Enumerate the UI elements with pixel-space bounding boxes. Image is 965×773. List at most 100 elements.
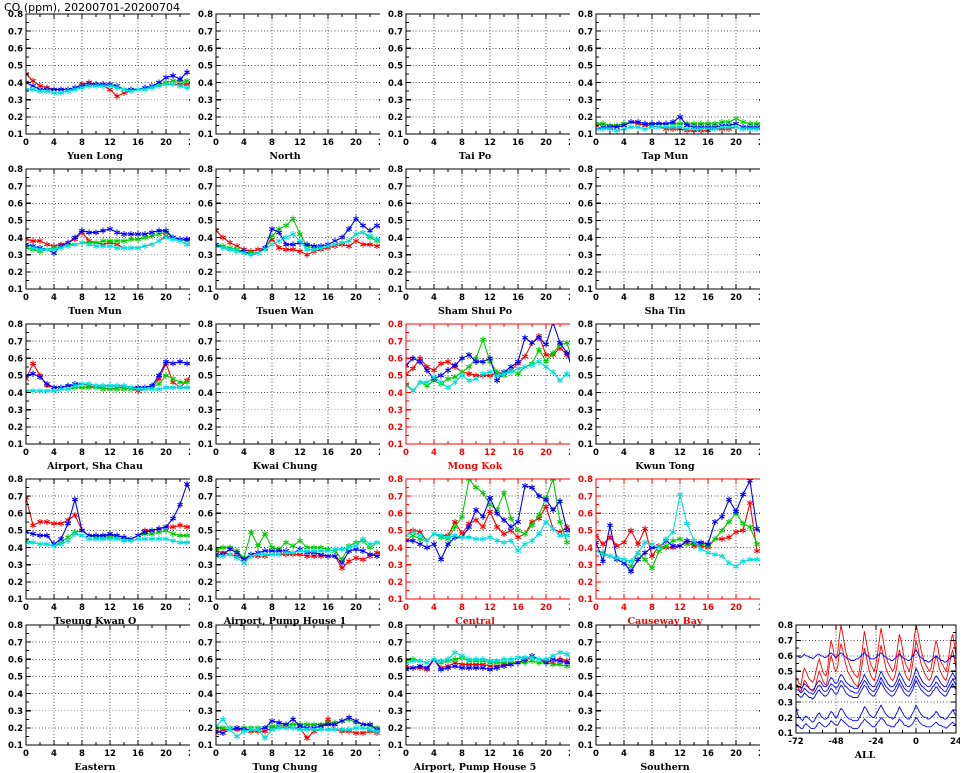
svg-text:0: 0 <box>23 293 29 303</box>
svg-text:0.7: 0.7 <box>8 27 23 37</box>
svg-text:0.7: 0.7 <box>8 182 23 192</box>
panel-title-tung-chung: Tung Chung <box>190 762 380 773</box>
svg-text:0.7: 0.7 <box>198 337 213 347</box>
svg-text:0.1: 0.1 <box>578 595 593 605</box>
svg-text:0.3: 0.3 <box>578 251 593 261</box>
panel-title-southern: Southern <box>570 762 760 773</box>
svg-text:0.7: 0.7 <box>198 182 213 192</box>
svg-text:4: 4 <box>621 293 627 303</box>
svg-text:0.6: 0.6 <box>578 355 593 365</box>
svg-text:0.7: 0.7 <box>8 492 23 502</box>
svg-text:0.6: 0.6 <box>198 200 213 210</box>
svg-text:8: 8 <box>459 138 465 148</box>
plot-panel-tseung-kwan-o: 0.10.20.30.40.50.60.70.804812162024Tseun… <box>0 465 190 620</box>
svg-text:20: 20 <box>540 293 552 303</box>
svg-text:0.3: 0.3 <box>8 406 23 416</box>
plot-panel-tuen-mun: 0.10.20.30.40.50.60.70.804812162024Tuen … <box>0 155 190 310</box>
svg-text:0.1: 0.1 <box>578 440 593 450</box>
svg-text:0: 0 <box>23 749 29 759</box>
svg-text:0.2: 0.2 <box>578 268 593 278</box>
svg-text:0.8: 0.8 <box>388 475 403 485</box>
plot-panel-central: 0.10.20.30.40.50.60.70.804812162024Centr… <box>380 465 570 620</box>
svg-text:0.8: 0.8 <box>578 320 593 330</box>
svg-text:0.7: 0.7 <box>578 337 593 347</box>
svg-text:0.4: 0.4 <box>8 389 23 399</box>
plot-panel-eastern: 0.10.20.30.40.50.60.70.804812162024Easte… <box>0 611 190 766</box>
svg-text:0.6: 0.6 <box>578 510 593 520</box>
svg-text:20: 20 <box>730 138 742 148</box>
svg-text:0.2: 0.2 <box>8 113 23 123</box>
svg-text:12: 12 <box>674 138 686 148</box>
svg-text:0.7: 0.7 <box>8 638 23 648</box>
plot-panel-southern: 0.10.20.30.40.50.60.70.804812162024South… <box>570 611 760 766</box>
svg-text:0.4: 0.4 <box>578 234 593 244</box>
svg-text:0: 0 <box>213 138 219 148</box>
svg-text:16: 16 <box>132 749 144 759</box>
svg-text:4: 4 <box>51 293 57 303</box>
svg-text:0.5: 0.5 <box>8 527 23 537</box>
svg-text:0.5: 0.5 <box>198 217 213 227</box>
plot-panel-tai-po: 0.10.20.30.40.50.60.70.804812162024Tai P… <box>380 0 570 155</box>
svg-text:4: 4 <box>621 448 627 458</box>
svg-text:0.1: 0.1 <box>578 285 593 295</box>
plot-panel-sham-shui-po: 0.10.20.30.40.50.60.70.804812162024Sham … <box>380 155 570 310</box>
svg-text:16: 16 <box>702 293 714 303</box>
svg-text:0.4: 0.4 <box>198 389 213 399</box>
svg-text:0.8: 0.8 <box>388 320 403 330</box>
svg-text:0.4: 0.4 <box>8 544 23 554</box>
svg-text:0.4: 0.4 <box>198 544 213 554</box>
svg-text:4: 4 <box>241 138 247 148</box>
svg-text:0.3: 0.3 <box>578 96 593 106</box>
svg-text:0.8: 0.8 <box>388 10 403 20</box>
svg-text:0.8: 0.8 <box>8 320 23 330</box>
svg-text:0.5: 0.5 <box>8 673 23 683</box>
svg-text:12: 12 <box>674 293 686 303</box>
svg-text:8: 8 <box>79 749 85 759</box>
svg-text:20: 20 <box>730 293 742 303</box>
svg-text:0: 0 <box>23 448 29 458</box>
svg-text:0: 0 <box>593 293 599 303</box>
svg-text:16: 16 <box>512 293 524 303</box>
svg-text:0.8: 0.8 <box>198 475 213 485</box>
svg-text:4: 4 <box>431 138 437 148</box>
svg-text:4: 4 <box>51 749 57 759</box>
svg-text:8: 8 <box>79 448 85 458</box>
svg-text:8: 8 <box>459 293 465 303</box>
svg-text:16: 16 <box>322 448 334 458</box>
svg-text:0.4: 0.4 <box>578 544 593 554</box>
svg-text:0.1: 0.1 <box>8 440 23 450</box>
svg-text:16: 16 <box>512 448 524 458</box>
svg-text:0.1: 0.1 <box>388 440 403 450</box>
plot-panel-tsuen-wan: 0.10.20.30.40.50.60.70.804812162024Tsuen… <box>190 155 380 310</box>
plot-panel-airport-pump-house-5: 0.10.20.30.40.50.60.70.804812162024Airpo… <box>380 611 570 766</box>
svg-text:0.7: 0.7 <box>388 27 403 37</box>
svg-text:0.2: 0.2 <box>198 113 213 123</box>
svg-text:0.8: 0.8 <box>578 165 593 175</box>
svg-text:0.1: 0.1 <box>8 130 23 140</box>
svg-text:12: 12 <box>484 293 496 303</box>
svg-text:0.4: 0.4 <box>578 79 593 89</box>
svg-text:0.7: 0.7 <box>578 182 593 192</box>
svg-text:16: 16 <box>702 138 714 148</box>
svg-text:12: 12 <box>674 448 686 458</box>
svg-text:0.6: 0.6 <box>388 200 403 210</box>
svg-text:0.2: 0.2 <box>578 113 593 123</box>
svg-text:20: 20 <box>350 293 362 303</box>
svg-text:0: 0 <box>23 138 29 148</box>
svg-text:0.1: 0.1 <box>198 440 213 450</box>
svg-text:0.3: 0.3 <box>388 406 403 416</box>
svg-text:0.7: 0.7 <box>578 27 593 37</box>
svg-text:0.4: 0.4 <box>8 234 23 244</box>
panel-title-all: ALL <box>770 750 960 761</box>
svg-text:0.5: 0.5 <box>8 62 23 72</box>
svg-text:0: 0 <box>593 138 599 148</box>
svg-text:20: 20 <box>160 138 172 148</box>
svg-text:20: 20 <box>160 448 172 458</box>
svg-text:0.2: 0.2 <box>578 578 593 588</box>
svg-text:0.8: 0.8 <box>198 165 213 175</box>
svg-text:0.5: 0.5 <box>388 62 403 72</box>
svg-text:0.1: 0.1 <box>388 595 403 605</box>
svg-text:0.5: 0.5 <box>198 372 213 382</box>
svg-text:0.3: 0.3 <box>578 406 593 416</box>
